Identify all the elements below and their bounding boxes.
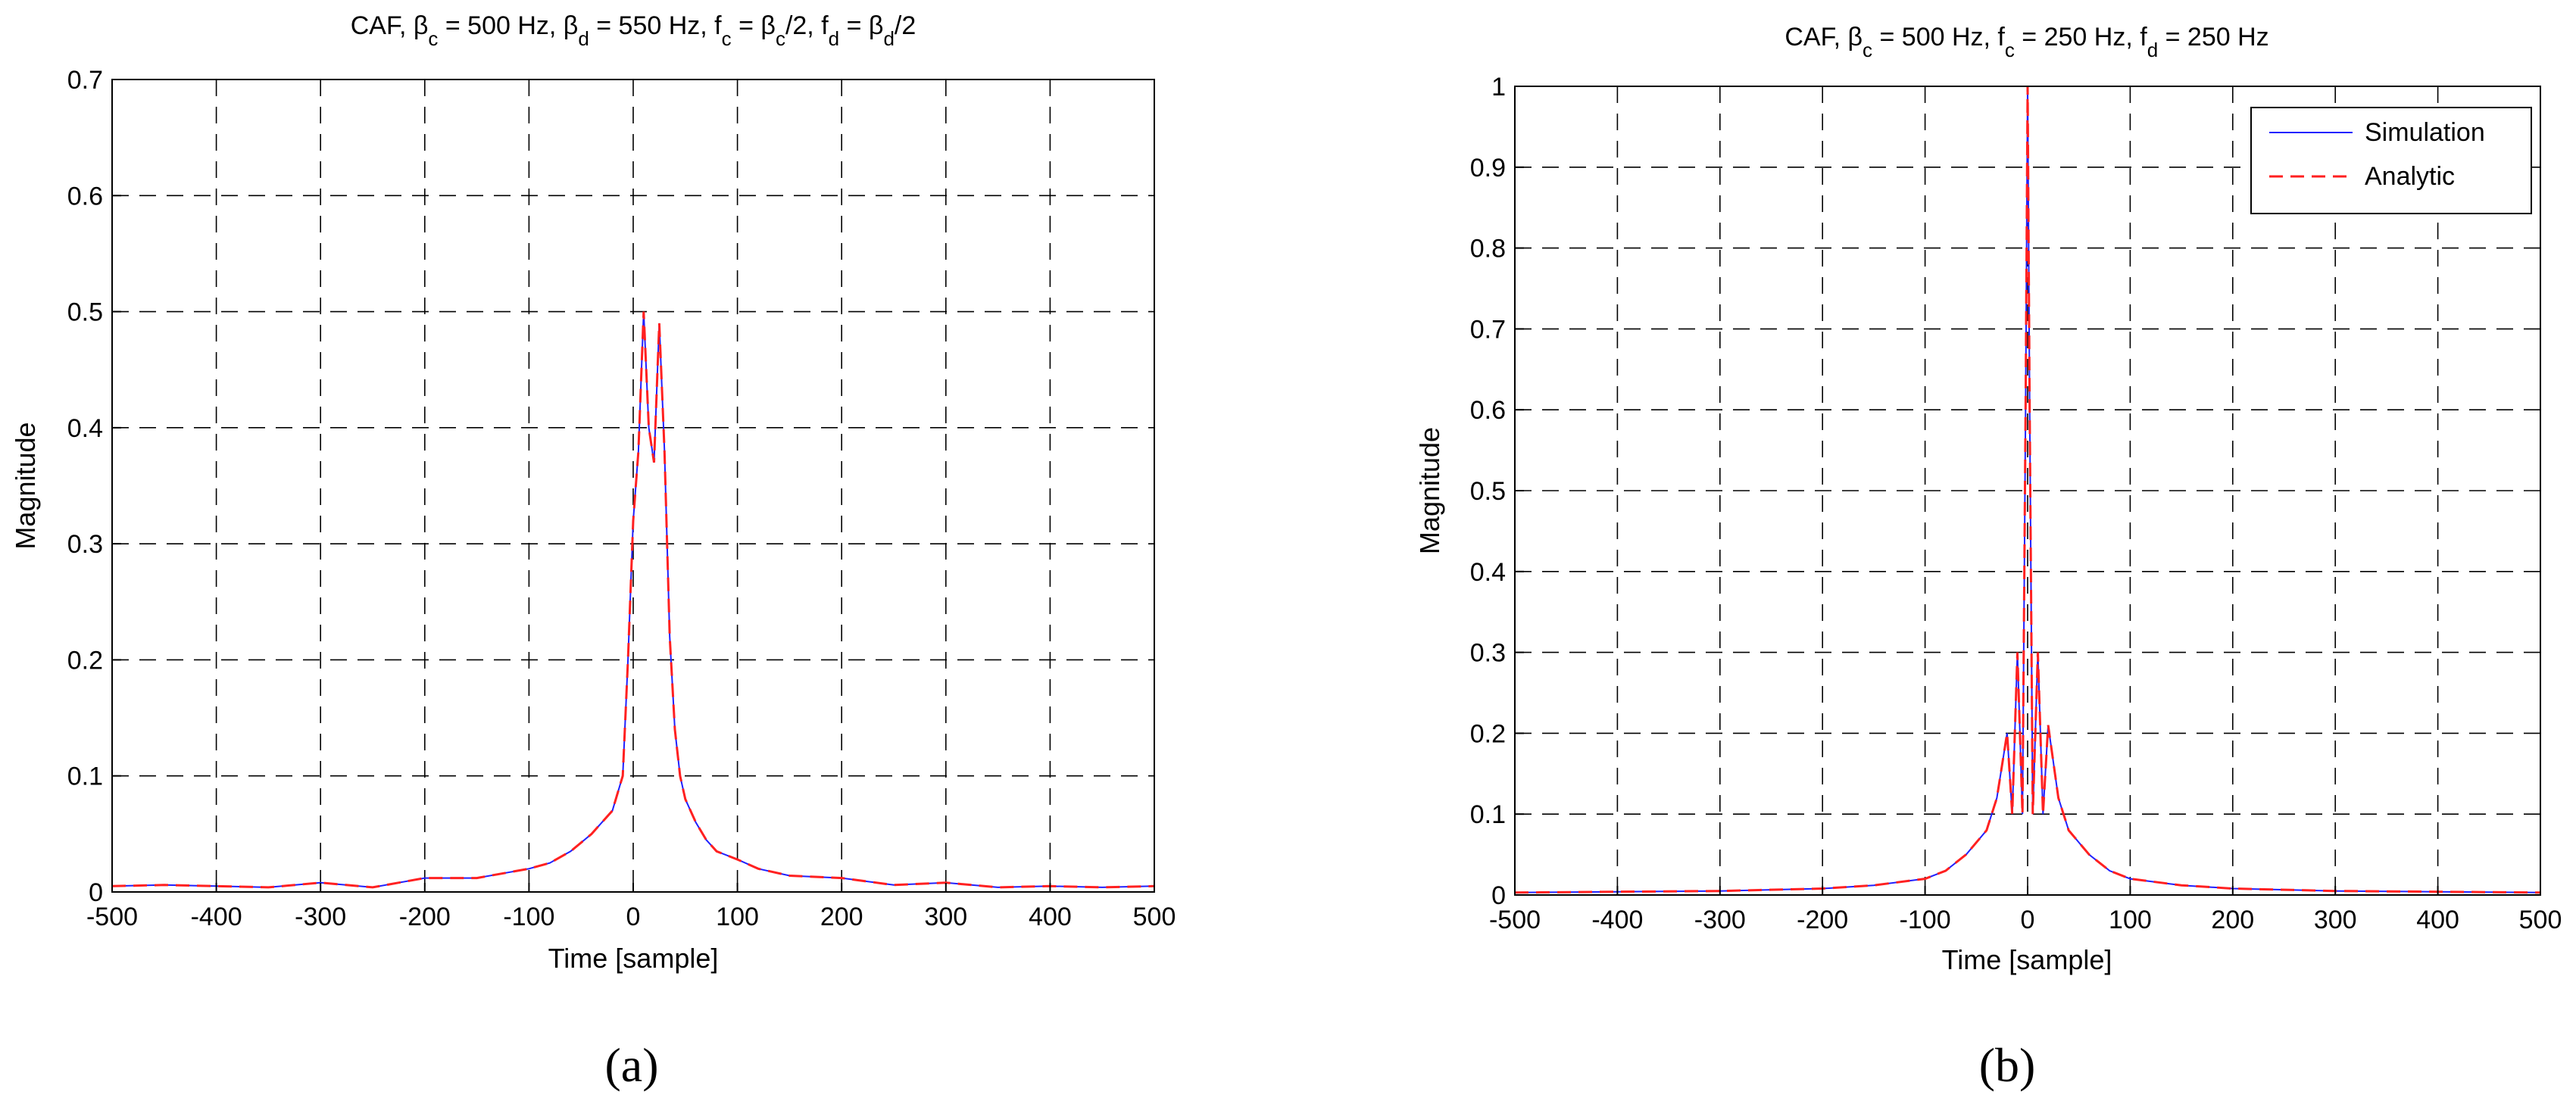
legend: Simulation Analytic <box>2250 107 2532 214</box>
y-tick-label: 0.5 <box>1470 477 1506 506</box>
y-tick-label: 0.4 <box>67 414 103 443</box>
y-axis-label: Magnitude <box>10 422 41 549</box>
chart-title: CAF, βc = 500 Hz, βd = 550 Hz, fc = βc/2… <box>351 11 916 50</box>
y-tick-label: 0.1 <box>1470 800 1506 829</box>
y-tick-label: 0.4 <box>1470 558 1506 587</box>
chart-title: CAF, βc = 500 Hz, fc = 250 Hz, fd = 250 … <box>1784 23 2268 61</box>
x-tick-label: 0 <box>2021 906 2035 934</box>
y-tick-label: 0.2 <box>1470 719 1506 748</box>
panel-b-chart: -500 -400 -300 -200 -100 0 100 200 300 400 500 0 0.1… <box>1414 23 2562 1092</box>
y-tick-label: 0.7 <box>1470 315 1506 344</box>
x-tick-label: -500 <box>1489 906 1541 934</box>
x-tick-label: -300 <box>295 903 346 931</box>
y-tick-label: 0.1 <box>67 762 103 791</box>
x-tick-label: -200 <box>1797 906 1848 934</box>
y-tick-label: 0.2 <box>67 646 103 675</box>
panel-label: (a) <box>604 1038 658 1092</box>
x-axis-label: Time [sample] <box>548 943 719 974</box>
y-tick-label: 0.3 <box>67 530 103 559</box>
y-tick-label: 0.7 <box>67 66 103 95</box>
x-tick-label: 200 <box>820 903 863 931</box>
x-tick-label: -100 <box>1900 906 1951 934</box>
x-tick-label: 100 <box>716 903 759 931</box>
x-tick-label: -100 <box>503 903 554 931</box>
legend-entry-analytic: Analytic <box>2365 162 2455 191</box>
x-tick-label: -400 <box>191 903 242 931</box>
y-tick-label: 0.6 <box>1470 396 1506 425</box>
x-axis-label: Time [sample] <box>1942 944 2112 975</box>
y-tick-label: 1 <box>1491 73 1506 101</box>
x-tick-label: 200 <box>2211 906 2254 934</box>
x-tick-label: -500 <box>86 903 138 931</box>
panel-label: (b) <box>1979 1038 2036 1092</box>
y-tick-label: 0.8 <box>1470 235 1506 263</box>
x-tick-label: 300 <box>2314 906 2357 934</box>
legend-entry-simulation: Simulation <box>2365 118 2485 147</box>
y-tick-label: 0.5 <box>67 298 103 327</box>
x-tick-label: 400 <box>1029 903 1072 931</box>
y-tick-label: 0 <box>1491 881 1506 910</box>
y-tick-label: 0.9 <box>1470 154 1506 182</box>
series-line-red <box>111 311 1155 889</box>
x-tick-label: 500 <box>2519 906 2562 934</box>
x-tick-label: 400 <box>2416 906 2459 934</box>
x-tick-label: 0 <box>626 903 641 931</box>
legend-box <box>2250 107 2532 214</box>
y-tick-label: 0.3 <box>1470 639 1506 668</box>
y-axis-label: Magnitude <box>1414 427 1445 554</box>
x-tick-label: 500 <box>1133 903 1176 931</box>
panel-a-chart: -500 -400 -300 -200 -100 0 100 200 300 400 500 0 0.1… <box>10 11 1176 1092</box>
x-tick-label: -300 <box>1694 906 1746 934</box>
y-tick-label: 0.6 <box>67 182 103 210</box>
x-tick-label: 300 <box>924 903 967 931</box>
y-tick-label: 0 <box>89 878 103 907</box>
x-tick-label: 100 <box>2109 906 2152 934</box>
x-tick-label: -400 <box>1591 906 1643 934</box>
x-tick-label: -200 <box>399 903 451 931</box>
